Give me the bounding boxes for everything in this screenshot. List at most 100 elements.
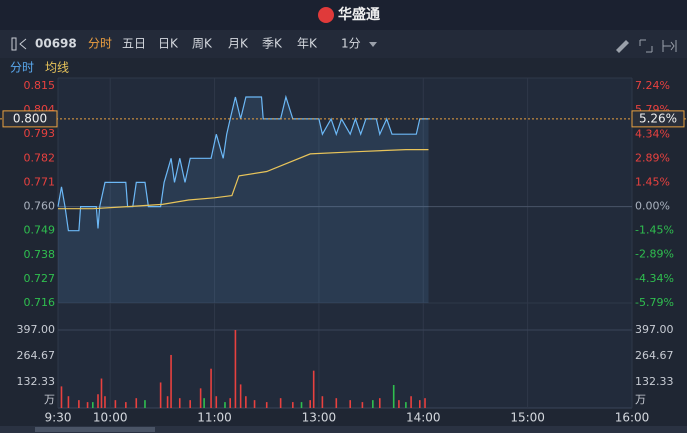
volume-bar <box>215 396 218 408</box>
unit-label: 万 <box>44 393 55 406</box>
volume-bar <box>91 402 94 408</box>
volume-bar <box>144 400 146 408</box>
price-line <box>57 94 429 232</box>
plot-background <box>58 78 632 408</box>
y-tick-label: 0.782 <box>24 151 56 164</box>
tab[interactable]: 日K <box>158 37 179 51</box>
tab[interactable]: 周K <box>192 37 213 51</box>
volume-bar <box>378 398 381 408</box>
fullscreen-icon[interactable] <box>662 40 677 52</box>
x-tick-label: 10:00 <box>93 411 128 425</box>
scrollbar-thumb[interactable] <box>35 427 155 432</box>
volume-bar <box>229 398 231 408</box>
x-tick-label: 11:00 <box>197 411 232 425</box>
volume-bar <box>125 402 127 408</box>
volume-bar <box>159 382 162 408</box>
y-tick-label: 0.815 <box>24 79 56 92</box>
draw-icon[interactable] <box>616 40 629 53</box>
volume-bar <box>210 368 212 408</box>
volume-bar <box>178 398 181 408</box>
volume-bar <box>100 378 103 408</box>
last-price: 0.800 <box>13 111 47 125</box>
subtab[interactable]: 分时 <box>10 61 34 75</box>
volume-bar <box>349 400 352 408</box>
subtab[interactable]: 均线 <box>45 61 69 75</box>
collapse-arrow[interactable] <box>19 38 27 50</box>
volume-bar <box>78 400 80 408</box>
y2-tick-label: 2.89% <box>635 151 670 164</box>
volume-bar <box>97 394 99 408</box>
x-tick-label: 13:00 <box>302 411 337 425</box>
average-line <box>58 149 429 210</box>
volume-bar <box>114 400 117 408</box>
volume-bar <box>253 400 256 408</box>
y2-tick-label: 264.67 <box>635 349 674 362</box>
dropdown-arrow[interactable] <box>369 42 377 47</box>
y2-tick-label: 7.24% <box>635 79 670 92</box>
scrollbar-track <box>0 426 687 433</box>
volume-bar <box>104 396 106 408</box>
x-tick-label: 16:00 <box>615 411 650 425</box>
y2-tick-label: 1.45% <box>635 175 670 188</box>
last-change-box <box>631 110 685 128</box>
volume-bar <box>170 354 172 408</box>
volume-bar <box>86 402 89 408</box>
volume-bar <box>361 402 364 408</box>
y-tick-label: 132.33 <box>17 375 56 388</box>
y-tick-label: 0.738 <box>24 248 56 261</box>
volume-bar <box>224 402 226 408</box>
tab[interactable]: 分时 <box>88 37 112 51</box>
y-tick-label: 397.00 <box>17 323 56 336</box>
volume-bar <box>410 396 412 408</box>
tab[interactable]: 年K <box>297 37 318 51</box>
volume-bar <box>189 400 191 408</box>
y2-tick-label: 4.34% <box>635 127 670 140</box>
tab[interactable]: 月K <box>228 37 249 51</box>
y2-tick-label: 0.00% <box>635 200 670 213</box>
volume-bar <box>239 384 242 408</box>
price-area <box>58 97 429 303</box>
tab[interactable]: 季K <box>262 37 283 51</box>
y-tick-label: 264.67 <box>17 349 56 362</box>
y2-tick-label: -2.89% <box>635 248 674 261</box>
symbol: 00698 <box>35 37 77 51</box>
volume-bar <box>245 396 247 408</box>
volume-bar <box>372 400 374 408</box>
last-change: 5.26% <box>639 111 677 125</box>
volume-bar <box>265 402 268 408</box>
x-tick-label: 9:30 <box>45 411 72 425</box>
volume-bar <box>166 396 169 408</box>
header-bar <box>0 0 687 30</box>
volume-bar <box>312 370 315 408</box>
y2-tick-label: 397.00 <box>635 323 674 336</box>
expand-icon[interactable] <box>639 39 653 53</box>
interval-select[interactable]: 1分 <box>341 37 361 51</box>
volume-bar <box>392 385 395 408</box>
unit-label: 万 <box>635 393 646 406</box>
volume-bar <box>321 396 324 408</box>
y2-tick-label: -5.79% <box>635 296 674 309</box>
y2-tick-label: -1.45% <box>635 224 674 237</box>
y-tick-label: 0.716 <box>24 296 56 309</box>
y-tick-label: 0.793 <box>24 127 56 140</box>
volume-bar <box>199 388 202 408</box>
tab[interactable]: 五日 <box>122 37 146 51</box>
y-tick-label: 0.760 <box>24 200 56 213</box>
volume-bar <box>335 398 338 408</box>
y2-tick-label: 132.33 <box>635 375 674 388</box>
x-tick-label: 15:00 <box>510 411 545 425</box>
toolbar <box>0 30 687 58</box>
volume-bar <box>418 400 421 408</box>
volume-bar <box>279 398 282 408</box>
logo-text: 华盛通 <box>338 6 380 23</box>
last-price-box <box>2 110 58 128</box>
volume-bar <box>234 330 237 408</box>
y2-tick-label: -4.34% <box>635 272 674 285</box>
volume-bar <box>309 400 312 408</box>
collapse-icon[interactable] <box>11 37 17 51</box>
volume-bar <box>405 402 407 408</box>
volume-bar <box>398 400 400 408</box>
y-tick-label: 0.749 <box>24 224 56 237</box>
